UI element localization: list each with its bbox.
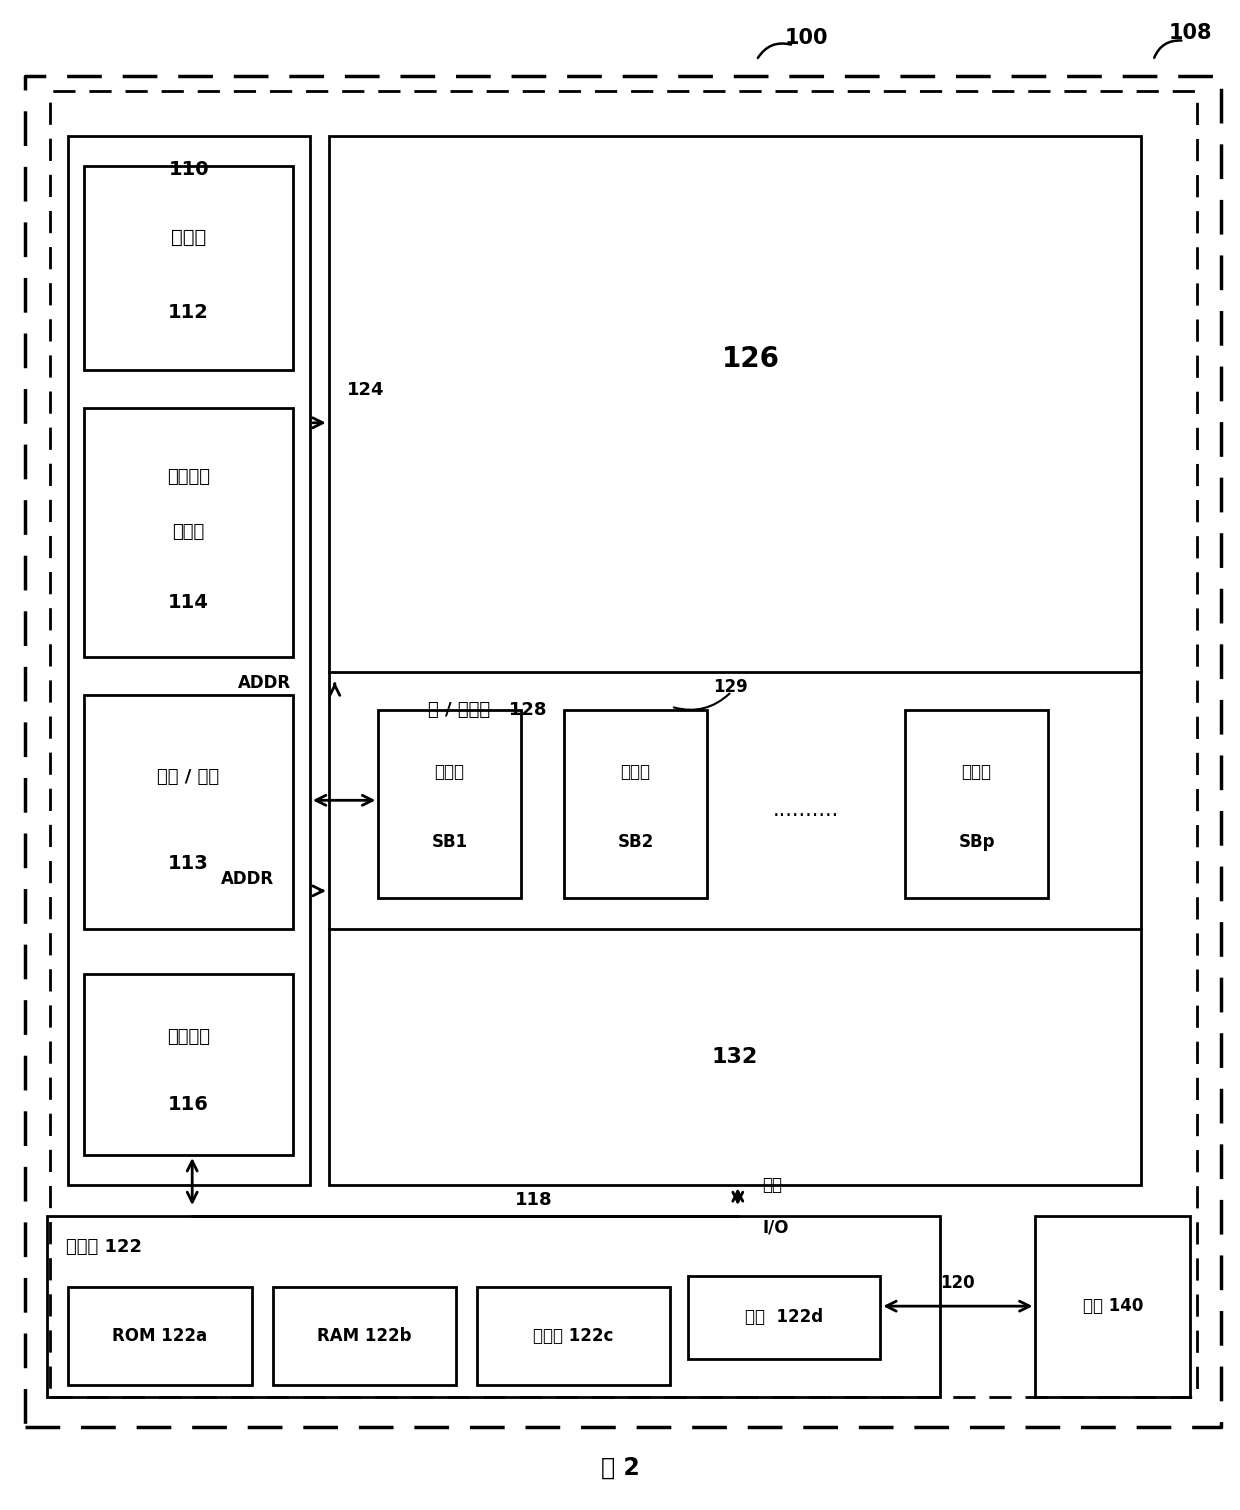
Text: 114: 114 xyxy=(169,592,208,612)
Bar xyxy=(68,136,310,1185)
Text: 解码器: 解码器 xyxy=(172,524,205,541)
Text: SBp: SBp xyxy=(959,834,994,850)
Text: ROM 122a: ROM 122a xyxy=(113,1327,207,1344)
Bar xyxy=(47,1216,940,1397)
Text: 处理器 122c: 处理器 122c xyxy=(533,1327,614,1344)
Bar xyxy=(68,1287,252,1385)
Text: 126: 126 xyxy=(722,344,780,373)
Text: SB2: SB2 xyxy=(618,834,653,850)
Text: 代码 / 参数: 代码 / 参数 xyxy=(157,767,219,785)
Text: 图 2: 图 2 xyxy=(600,1456,640,1480)
Text: SB1: SB1 xyxy=(432,834,467,850)
Text: 118: 118 xyxy=(515,1191,552,1210)
Text: 感测块: 感测块 xyxy=(961,763,992,781)
Bar xyxy=(84,166,293,370)
Text: ADDR: ADDR xyxy=(238,675,291,692)
Text: 控制器 122: 控制器 122 xyxy=(66,1238,141,1256)
Text: 112: 112 xyxy=(169,304,208,322)
Bar xyxy=(1035,1216,1190,1397)
Text: 120: 120 xyxy=(941,1274,975,1293)
Bar xyxy=(905,710,1048,898)
Text: 100: 100 xyxy=(784,27,828,48)
Bar xyxy=(688,1276,880,1359)
Bar xyxy=(84,974,293,1155)
Text: 132: 132 xyxy=(712,1046,758,1068)
Bar xyxy=(329,136,1141,1185)
Text: 116: 116 xyxy=(169,1095,208,1114)
Bar xyxy=(477,1287,670,1385)
Text: 感测块: 感测块 xyxy=(434,763,465,781)
Text: 状态机: 状态机 xyxy=(171,228,206,248)
Text: 功率控制: 功率控制 xyxy=(167,1028,210,1046)
Text: 主机 140: 主机 140 xyxy=(1083,1297,1143,1315)
Bar xyxy=(564,710,707,898)
Text: 110: 110 xyxy=(169,160,210,178)
Text: 124: 124 xyxy=(347,381,384,399)
Text: I/O: I/O xyxy=(763,1219,789,1237)
Text: 感测块: 感测块 xyxy=(620,763,651,781)
Bar xyxy=(84,695,293,929)
Text: RAM 122b: RAM 122b xyxy=(317,1327,412,1344)
Text: ADDR: ADDR xyxy=(221,870,274,888)
Bar xyxy=(378,710,521,898)
Text: ..........: .......... xyxy=(773,800,839,820)
Text: 片上地址: 片上地址 xyxy=(167,468,210,486)
Bar xyxy=(84,408,293,657)
Bar xyxy=(273,1287,456,1385)
Text: 113: 113 xyxy=(169,853,208,873)
Text: 129: 129 xyxy=(713,678,748,696)
Text: 数据: 数据 xyxy=(763,1176,782,1194)
Text: 108: 108 xyxy=(1168,23,1213,44)
Text: 读 / 写电路   128: 读 / 写电路 128 xyxy=(428,701,547,719)
Text: 接口  122d: 接口 122d xyxy=(745,1309,823,1326)
